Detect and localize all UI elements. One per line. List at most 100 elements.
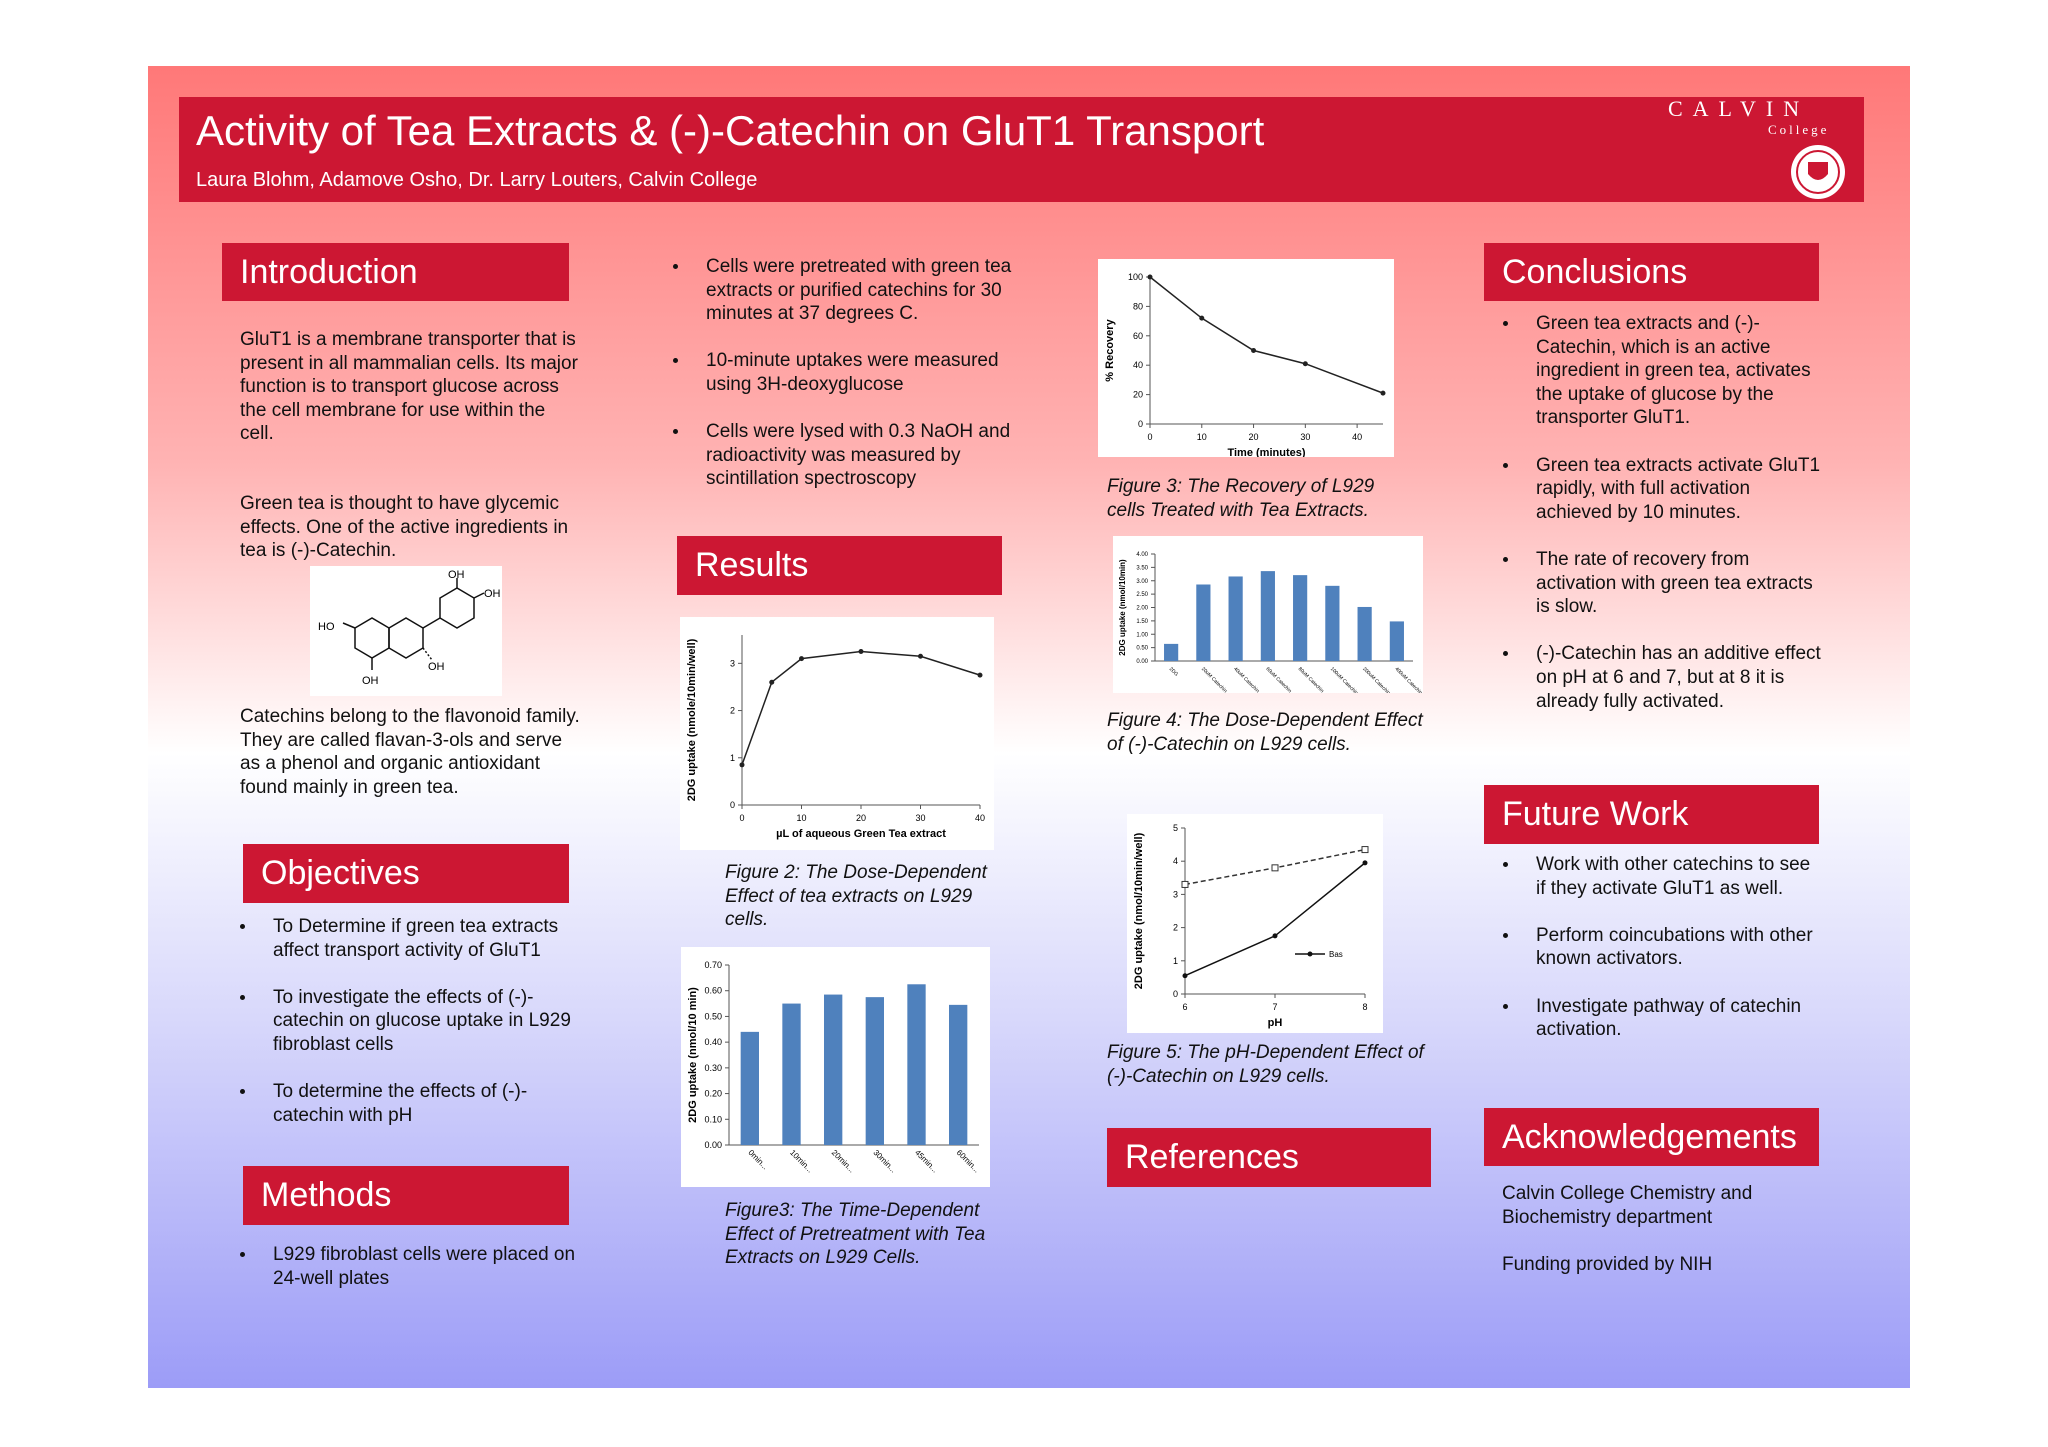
bullet-text: (-)-Catechin has an additive effect on p… — [1536, 643, 1821, 712]
x-tick-label: 30 — [1300, 432, 1310, 442]
x-tick-label: 10 — [796, 813, 806, 823]
atom-label: HO — [318, 621, 335, 633]
data-point — [1199, 315, 1205, 321]
bullet-list: L929 fibroblast cells were placed on 24-… — [240, 1243, 580, 1314]
y-tick-label: 0.00 — [704, 1140, 722, 1150]
figure-caption: Figure3: The Time-Dependent Effect of Pr… — [725, 1200, 986, 1269]
bullet-text: To Determine if green tea extracts affec… — [273, 916, 559, 961]
y-axis-label: 2DG uptake (nmol/10min) — [1118, 559, 1127, 656]
y-tick-label: 0 — [1173, 989, 1178, 999]
chart: 0 1 2 3 4 5 2DG uptake (nmol/10min/well) 6 7 8 pH B… — [1127, 814, 1383, 1033]
y-tick-label: 3 — [730, 658, 735, 668]
bullet-text: Work with other catechins to see if they… — [1536, 854, 1811, 899]
authors: Laura Blohm, Adamove Osho, Dr. Larry Lou… — [196, 169, 758, 191]
bullet-item: Investigate pathway of catechin activati… — [1503, 995, 1823, 1042]
x-tick-label: 2DG — [1168, 666, 1180, 678]
y-tick-label: 0.20 — [704, 1089, 722, 1099]
y-axis-label: 2DG uptake (nmol/10min/well) — [1133, 832, 1145, 989]
x-tick-label: 0 — [739, 813, 744, 823]
data-point — [1271, 864, 1279, 872]
bullet-item: The rate of recovery from activation wit… — [1503, 548, 1823, 619]
bullet-text: 10-minute uptakes were measured using 3H… — [706, 350, 999, 395]
x-tick-label: 30 — [915, 813, 925, 823]
bullet-text: Green tea extracts and (-)-Catechin, whi… — [1536, 313, 1811, 429]
bullet-text: The rate of recovery from activation wit… — [1536, 548, 1813, 618]
x-tick-label: 40 — [975, 813, 985, 823]
data-point — [1302, 361, 1308, 367]
x-tick-label: 8 — [1362, 1002, 1367, 1012]
paragraph: Catechins belong to the flavonoid family… — [240, 706, 580, 798]
x-tick-label: 0 — [1147, 432, 1152, 442]
bullet — [673, 358, 678, 364]
y-tick-label: 0 — [730, 800, 735, 810]
y-tick-label: 2 — [1173, 923, 1178, 933]
x-tick-label: 10 — [1197, 432, 1207, 442]
bullet — [240, 1252, 245, 1257]
bar — [949, 1004, 968, 1145]
y-tick-label: 0.70 — [704, 960, 722, 970]
chart: 0.00 0.50 1.00 1.50 2.00 2.50 3.00 3.50 4.00 2DG … — [1113, 536, 1423, 693]
x-tick-label: 7 — [1272, 1002, 1277, 1012]
y-tick-label: 4 — [1173, 856, 1178, 866]
ring-a — [354, 617, 390, 659]
data-point — [1181, 880, 1189, 888]
bar — [1164, 643, 1179, 661]
bullet-text: Investigate pathway of catechin activati… — [1536, 995, 1802, 1041]
bullet — [240, 994, 245, 1000]
bullet-text: To investigate the effects of (-)-catech… — [273, 986, 571, 1055]
bar — [1389, 621, 1404, 661]
y-tick-label: 0.00 — [1136, 659, 1148, 665]
figure-caption: Figure 3: The Recovery of L929 cells Tre… — [1107, 476, 1375, 521]
y-tick-label: 3.50 — [1136, 565, 1148, 571]
logo-emblem — [1791, 145, 1845, 199]
bullet-item: To Determine if green tea extracts affec… — [240, 915, 580, 962]
bond — [342, 622, 356, 629]
data-point — [1380, 390, 1386, 396]
y-tick-label: 2 — [730, 706, 735, 716]
x-tick-label: 40 — [1352, 432, 1362, 442]
data-point — [1362, 860, 1368, 866]
data-point — [918, 653, 923, 659]
x-axis-label: pH — [1268, 1017, 1283, 1029]
bar — [824, 994, 843, 1145]
bullet — [1503, 321, 1508, 326]
emblem-shield — [1808, 162, 1828, 180]
figure-caption: Figure 4: The Dose-Dependent Effect of (… — [1107, 710, 1423, 755]
y-tick-label: 1 — [730, 753, 735, 763]
y-tick-label: 3.00 — [1136, 579, 1148, 585]
section-heading: Future Work — [1484, 785, 1819, 844]
bullet — [1503, 651, 1508, 657]
atom-label: OH — [428, 661, 445, 673]
y-tick-label: 40 — [1133, 360, 1143, 370]
data-point — [769, 679, 775, 685]
paragraph: Green tea is thought to have glycemic ef… — [240, 493, 569, 562]
chart: 0 20 40 60 80 100 % Recovery 0 10 20 30 40 Time (min… — [1098, 259, 1394, 457]
section-heading: References — [1107, 1128, 1431, 1187]
bar — [1293, 575, 1308, 661]
y-tick-label: 60 — [1133, 331, 1143, 341]
atom-label: OH — [362, 675, 379, 687]
bar — [782, 1003, 801, 1145]
x-tick-label: 20 — [1249, 432, 1259, 442]
y-tick-label: 2.50 — [1136, 592, 1148, 598]
data-point — [977, 672, 983, 678]
bar — [1196, 584, 1211, 661]
x-tick-label: 20 — [856, 813, 866, 823]
data-point — [1182, 973, 1188, 979]
section-heading: Introduction — [222, 243, 569, 301]
bullet-text: Green tea extracts activate GluT1 rapidl… — [1536, 454, 1821, 523]
bullet — [1503, 862, 1508, 867]
paragraph: Calvin College Chemistry and Biochemistr… — [1502, 1183, 1753, 1228]
bullet-item: Green tea extracts and (-)-Catechin, whi… — [1503, 312, 1823, 430]
bar — [865, 997, 884, 1145]
data-point — [1147, 274, 1153, 280]
section-heading: Results — [677, 536, 1002, 595]
bullet-item: Green tea extracts activate GluT1 rapidl… — [1503, 454, 1823, 525]
y-tick-label: 1 — [1173, 956, 1178, 966]
bullet — [1503, 556, 1508, 562]
y-axis-label: 2DG uptake (nmol/10 min) — [687, 987, 699, 1123]
bullet-list: Green tea extracts and (-)-Catechin, whi… — [1503, 312, 1823, 737]
data-point — [799, 656, 804, 662]
y-axis-label: % Recovery — [1104, 318, 1116, 381]
bullet-item: To determine the effects of (-)-catechin… — [240, 1080, 580, 1127]
